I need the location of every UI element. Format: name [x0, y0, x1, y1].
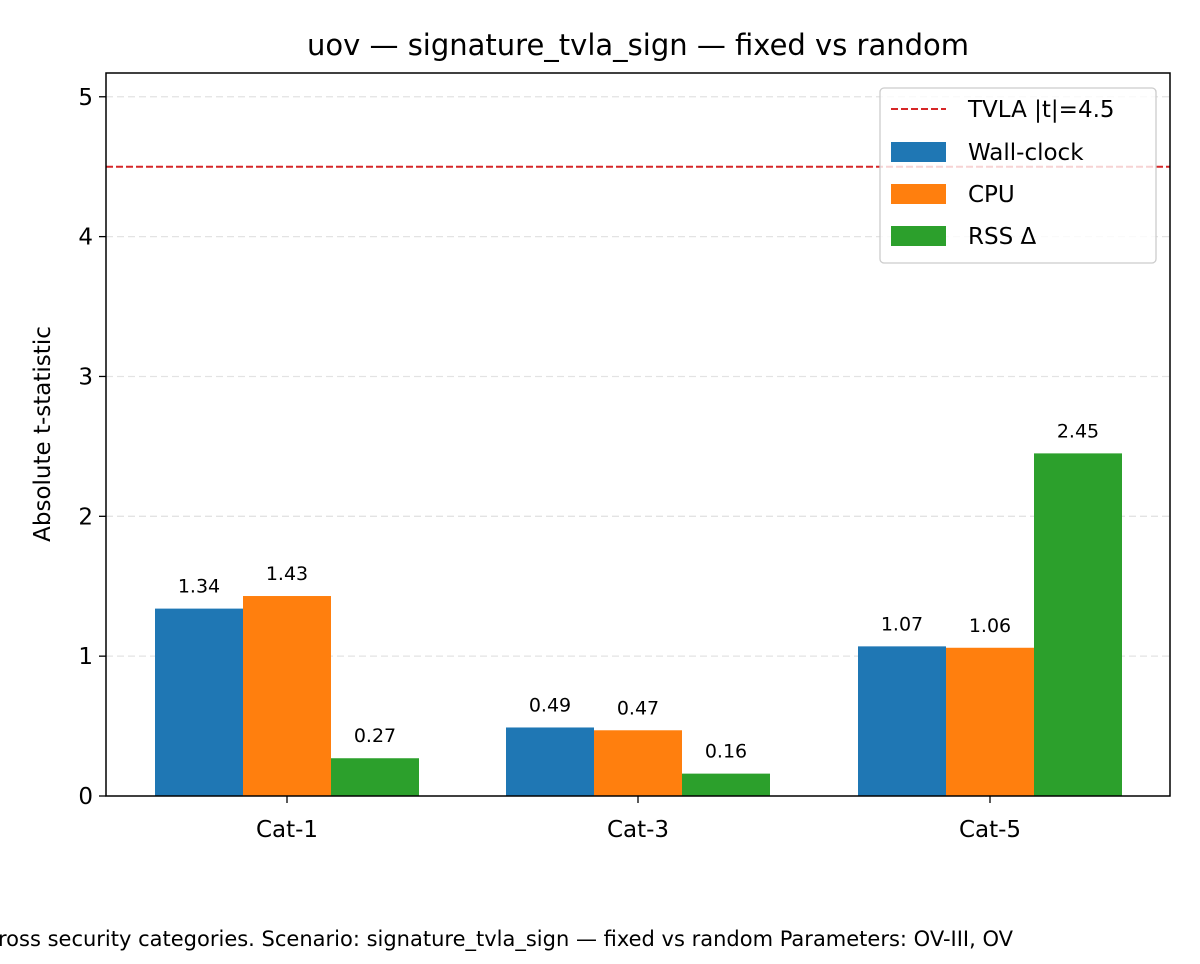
data-label: 2.45: [1057, 420, 1099, 442]
x-axis-ticks: Cat-1 Cat-3 Cat-5: [256, 796, 1021, 843]
bars: [155, 453, 1122, 796]
figure-caption: ross security categories. Scenario: sign…: [0, 927, 1014, 952]
data-label: 0.49: [529, 694, 571, 716]
y-tick-label: 4: [78, 225, 93, 251]
bar: [155, 608, 243, 796]
data-label: 0.27: [354, 725, 396, 747]
legend-swatch: [891, 226, 946, 246]
data-label: 0.16: [705, 741, 747, 763]
chart-title: uov — signature_tvla_sign — fixed vs ran…: [307, 28, 969, 62]
legend-swatch: [891, 142, 946, 162]
bar: [506, 727, 594, 796]
x-tick-label: Cat-1: [256, 817, 318, 843]
y-tick-label: 1: [78, 644, 93, 670]
legend-label: Wall-clock: [968, 140, 1084, 166]
y-tick-label: 5: [78, 85, 93, 111]
legend-swatch: [891, 184, 946, 204]
bar: [858, 646, 946, 796]
legend: TVLA |t|=4.5 Wall-clock CPU RSS Δ: [879, 87, 1157, 264]
y-tick-label: 3: [78, 364, 93, 390]
bar: [243, 596, 331, 796]
y-tick-label: 2: [78, 504, 93, 530]
data-label: 1.06: [969, 615, 1011, 637]
bar: [1034, 453, 1122, 796]
data-label: 1.07: [881, 613, 923, 635]
bar: [946, 647, 1034, 796]
legend-box: [879, 87, 1157, 264]
x-tick-label: Cat-5: [959, 817, 1021, 843]
data-labels: 1.34 1.43 0.27 0.49 0.47 0.16 1.07 1.06 2.45: [178, 420, 1099, 762]
legend-label: TVLA |t|=4.5: [967, 97, 1115, 123]
data-label: 1.43: [266, 563, 308, 585]
legend-label: CPU: [968, 182, 1015, 208]
x-tick-label: Cat-3: [607, 817, 669, 843]
legend-label: RSS Δ: [968, 224, 1036, 250]
y-axis-ticks: 0 1 2 3 4 5: [78, 85, 106, 810]
bar: [594, 730, 682, 796]
y-axis-label: Absolute t-statistic: [30, 326, 56, 542]
y-tick-label: 0: [78, 784, 93, 810]
bar: [682, 773, 770, 796]
data-label: 0.47: [617, 697, 659, 719]
data-label: 1.34: [178, 576, 220, 598]
bar: [331, 758, 419, 796]
